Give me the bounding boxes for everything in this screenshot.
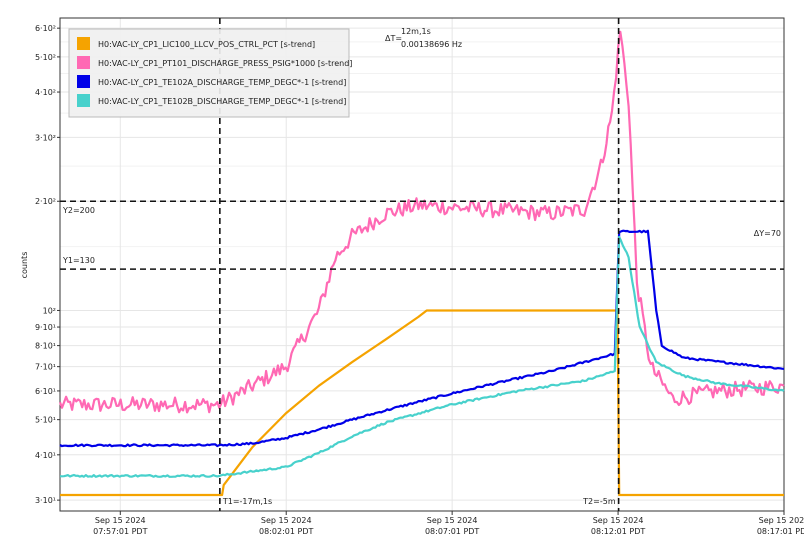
x-tick-label-date: Sep 15 2024 <box>759 516 804 525</box>
y-tick-label: 5·10¹ <box>35 416 56 425</box>
y-tick-label: 6·10¹ <box>35 387 56 396</box>
delta-y-readout: ΔY=70 <box>754 229 781 238</box>
x-tick-label-time: 08:17:01 PDT <box>757 527 804 536</box>
x-axis: Sep 15 2024 07:57:01 PDT Sep 15 2024 08:02:… <box>93 511 804 536</box>
y-tick-label: 3·10² <box>35 133 56 142</box>
time-cursor-label-2: T2=-5m <box>582 497 616 506</box>
legend-swatch-2 <box>77 56 90 69</box>
x-tick-label-date: Sep 15 2024 <box>261 516 312 525</box>
legend-entry-4: H0:VAC-LY_CP1_TE102B_DISCHARGE_TEMP_DEGC… <box>98 97 346 106</box>
y-axis: 3·10¹ 4·10¹ 5·10¹ 6·10¹ 7·10¹ 8·10¹ 9·10¹ 10² 2·… <box>35 24 60 505</box>
y-tick-label: 8·10¹ <box>35 342 56 351</box>
y-tick-label: 4·10¹ <box>35 451 56 460</box>
y-tick-label: 9·10¹ <box>35 323 56 332</box>
series-line-3 <box>59 229 785 448</box>
delta-t-value: 12m,1s <box>401 27 431 36</box>
x-tick-label-time: 08:07:01 PDT <box>425 527 479 536</box>
value-cursor-label-1: Y2=200 <box>62 206 95 215</box>
y-axis-label: counts <box>20 252 29 279</box>
x-tick-label-time: 08:12:01 PDT <box>591 527 645 536</box>
legend-entry-1: H0:VAC-LY_CP1_LIC100_LLCV_POS_CTRL_PCT [… <box>98 40 315 49</box>
y-tick-label: 10² <box>43 306 56 315</box>
delta-t-label: ΔT= <box>385 34 402 43</box>
y-tick-label: 5·10² <box>35 53 56 62</box>
x-tick-label-time: 08:02:01 PDT <box>259 527 313 536</box>
x-tick-label-date: Sep 15 2024 <box>593 516 644 525</box>
legend-box <box>68 28 350 118</box>
y-tick-label: 6·10² <box>35 24 56 33</box>
legend-swatch-4 <box>77 94 90 107</box>
plot-area-frame <box>59 17 785 512</box>
x-tick-label-time: 07:57:01 PDT <box>93 527 147 536</box>
y-tick-label: 7·10¹ <box>35 363 56 372</box>
delta-t-readout: ΔT= 12m,1s 0.00138696 Hz <box>385 27 462 49</box>
y-tick-label: 2·10² <box>35 197 56 206</box>
x-tick-label-date: Sep 15 2024 <box>95 516 146 525</box>
series-line-4 <box>59 235 785 478</box>
value-cursor-label-2: Y1=130 <box>62 256 95 265</box>
legend-entry-3: H0:VAC-LY_CP1_TE102A_DISCHARGE_TEMP_DEGC… <box>98 78 346 87</box>
legend-entry-2: H0:VAC-LY_CP1_PT101_DISCHARGE_PRESS_PSIG… <box>98 59 352 68</box>
legend: H0:VAC-LY_CP1_LIC100_LLCV_POS_CTRL_PCT [… <box>68 28 352 118</box>
delta-t-frequency: 0.00138696 Hz <box>401 40 462 49</box>
time-cursor-label-1: T1=-17m,1s <box>222 497 272 506</box>
x-tick-label-date: Sep 15 2024 <box>427 516 478 525</box>
legend-swatch-1 <box>77 37 90 50</box>
legend-swatch-3 <box>77 75 90 88</box>
y-tick-label: 3·10¹ <box>35 496 56 505</box>
y-tick-label: 4·10² <box>35 88 56 97</box>
